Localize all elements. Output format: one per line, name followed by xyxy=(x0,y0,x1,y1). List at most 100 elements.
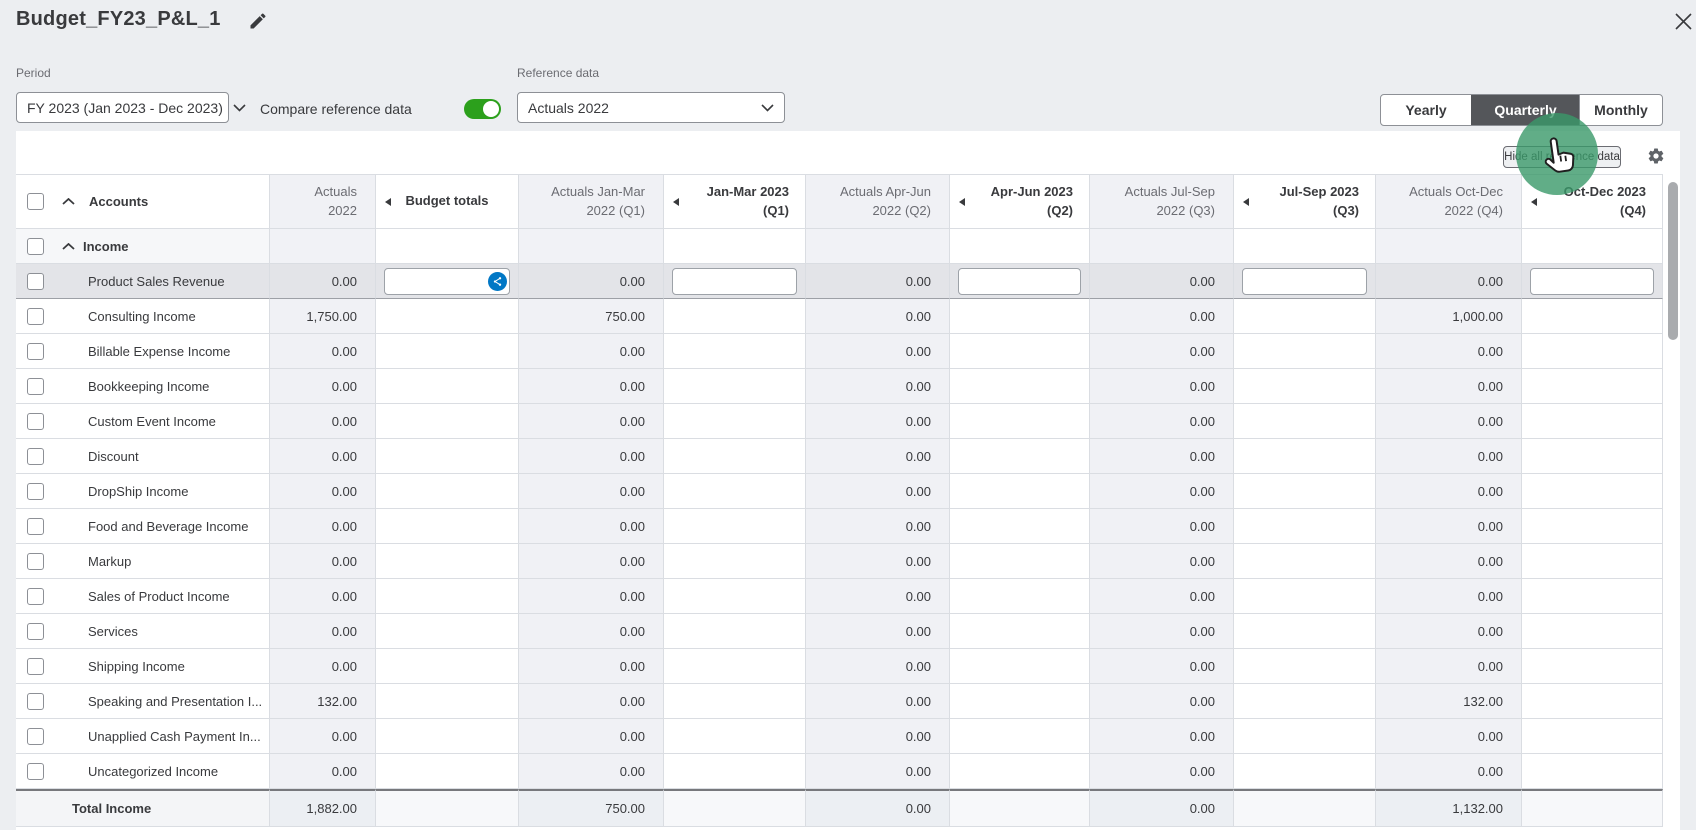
editable-cell[interactable] xyxy=(376,544,519,579)
collapse-reference-column-arrow[interactable] xyxy=(959,198,965,206)
editable-cell[interactable] xyxy=(1234,684,1376,719)
editable-cell[interactable] xyxy=(376,299,519,334)
editable-cell[interactable] xyxy=(1522,334,1663,369)
editable-cell[interactable] xyxy=(950,509,1090,544)
editable-cell[interactable] xyxy=(1234,649,1376,684)
editable-cell[interactable] xyxy=(950,264,1090,299)
editable-cell[interactable] xyxy=(376,334,519,369)
q3-input[interactable] xyxy=(1242,268,1367,295)
editable-cell[interactable] xyxy=(376,579,519,614)
group-collapse-toggle[interactable] xyxy=(62,243,75,250)
spread-value-icon[interactable] xyxy=(488,272,507,291)
editable-cell[interactable] xyxy=(664,439,806,474)
editable-cell[interactable] xyxy=(664,649,806,684)
row-checkbox[interactable] xyxy=(27,343,44,360)
row-checkbox[interactable] xyxy=(27,273,44,290)
row-checkbox[interactable] xyxy=(27,483,44,500)
editable-cell[interactable] xyxy=(664,684,806,719)
editable-cell[interactable] xyxy=(1522,299,1663,334)
editable-cell[interactable] xyxy=(664,404,806,439)
editable-cell[interactable] xyxy=(376,369,519,404)
row-checkbox[interactable] xyxy=(27,553,44,570)
collapse-all-toggle[interactable] xyxy=(62,198,75,205)
editable-cell[interactable] xyxy=(664,754,806,789)
q4-input[interactable] xyxy=(1530,268,1654,295)
editable-cell[interactable] xyxy=(950,684,1090,719)
row-checkbox[interactable] xyxy=(27,728,44,745)
editable-cell[interactable] xyxy=(1234,544,1376,579)
editable-cell[interactable] xyxy=(950,334,1090,369)
vertical-scrollbar[interactable] xyxy=(1668,182,1678,340)
row-checkbox[interactable] xyxy=(27,693,44,710)
editable-cell[interactable] xyxy=(376,649,519,684)
editable-cell[interactable] xyxy=(1522,439,1663,474)
editable-cell[interactable] xyxy=(376,509,519,544)
editable-cell[interactable] xyxy=(664,334,806,369)
editable-cell[interactable] xyxy=(1234,369,1376,404)
editable-cell[interactable] xyxy=(1522,509,1663,544)
editable-cell[interactable] xyxy=(376,754,519,789)
editable-cell[interactable] xyxy=(1234,614,1376,649)
row-checkbox[interactable] xyxy=(27,378,44,395)
q1-input[interactable] xyxy=(672,268,797,295)
editable-cell[interactable] xyxy=(664,614,806,649)
editable-cell[interactable] xyxy=(950,474,1090,509)
editable-cell[interactable] xyxy=(1522,754,1663,789)
editable-cell[interactable] xyxy=(376,264,519,299)
editable-cell[interactable] xyxy=(1234,334,1376,369)
editable-cell[interactable] xyxy=(664,544,806,579)
editable-cell[interactable] xyxy=(664,474,806,509)
row-checkbox[interactable] xyxy=(27,658,44,675)
editable-cell[interactable] xyxy=(1522,369,1663,404)
editable-cell[interactable] xyxy=(950,404,1090,439)
editable-cell[interactable] xyxy=(1234,404,1376,439)
group-checkbox[interactable] xyxy=(27,238,44,255)
select-all-checkbox[interactable] xyxy=(27,193,44,210)
editable-cell[interactable] xyxy=(1522,719,1663,754)
row-checkbox[interactable] xyxy=(27,413,44,430)
editable-cell[interactable] xyxy=(1234,719,1376,754)
editable-cell[interactable] xyxy=(1234,579,1376,614)
editable-cell[interactable] xyxy=(1522,474,1663,509)
collapse-reference-column-arrow[interactable] xyxy=(1243,198,1249,206)
editable-cell[interactable] xyxy=(1522,544,1663,579)
editable-cell[interactable] xyxy=(1522,684,1663,719)
editable-cell[interactable] xyxy=(1234,509,1376,544)
close-icon[interactable] xyxy=(1674,12,1693,31)
editable-cell[interactable] xyxy=(1234,264,1376,299)
editable-cell[interactable] xyxy=(950,439,1090,474)
row-checkbox[interactable] xyxy=(27,308,44,325)
compare-reference-toggle[interactable] xyxy=(464,99,501,119)
reference-data-select[interactable]: Actuals 2022 xyxy=(517,92,785,123)
row-checkbox[interactable] xyxy=(27,763,44,780)
collapse-reference-column-arrow[interactable] xyxy=(673,198,679,206)
editable-cell[interactable] xyxy=(950,544,1090,579)
editable-cell[interactable] xyxy=(1522,614,1663,649)
row-checkbox[interactable] xyxy=(27,448,44,465)
row-checkbox[interactable] xyxy=(27,588,44,605)
gear-icon[interactable] xyxy=(1647,147,1665,165)
editable-cell[interactable] xyxy=(1522,579,1663,614)
editable-cell[interactable] xyxy=(376,439,519,474)
editable-cell[interactable] xyxy=(950,579,1090,614)
editable-cell[interactable] xyxy=(664,579,806,614)
editable-cell[interactable] xyxy=(664,719,806,754)
editable-cell[interactable] xyxy=(1522,649,1663,684)
editable-cell[interactable] xyxy=(1234,299,1376,334)
editable-cell[interactable] xyxy=(1234,474,1376,509)
editable-cell[interactable] xyxy=(664,369,806,404)
editable-cell[interactable] xyxy=(376,719,519,754)
tab-yearly[interactable]: Yearly xyxy=(1381,95,1471,125)
collapse-reference-column-arrow[interactable] xyxy=(385,198,391,206)
row-checkbox[interactable] xyxy=(27,623,44,640)
editable-cell[interactable] xyxy=(950,369,1090,404)
edit-title-icon[interactable] xyxy=(248,11,268,31)
editable-cell[interactable] xyxy=(1234,439,1376,474)
editable-cell[interactable] xyxy=(950,719,1090,754)
editable-cell[interactable] xyxy=(376,684,519,719)
editable-cell[interactable] xyxy=(950,299,1090,334)
editable-cell[interactable] xyxy=(664,299,806,334)
editable-cell[interactable] xyxy=(376,404,519,439)
editable-cell[interactable] xyxy=(1234,754,1376,789)
editable-cell[interactable] xyxy=(376,474,519,509)
